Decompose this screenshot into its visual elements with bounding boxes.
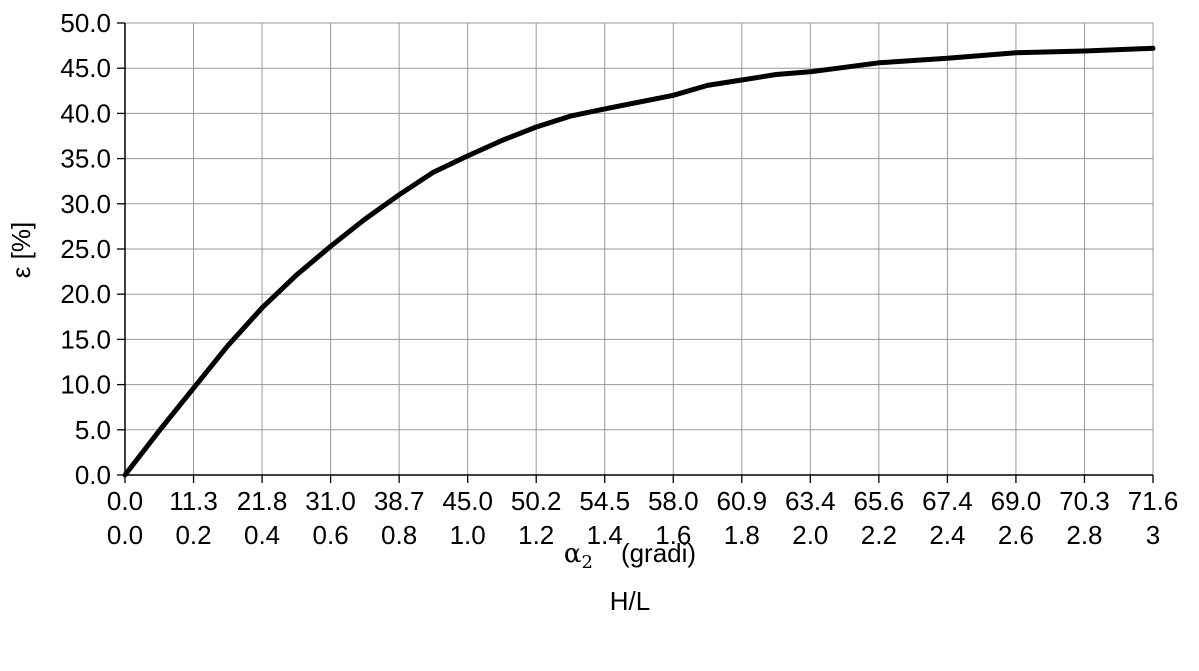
x-tick-label-angle: 70.3 xyxy=(1059,486,1110,516)
alpha-symbol: α xyxy=(564,539,582,569)
x-tick-label-ratio: 0.4 xyxy=(244,520,280,550)
x-tick-label-ratio: 1.6 xyxy=(655,520,691,550)
y-tick-labels: 0.0 5.0 10.0 15.0 20.0 25.0 30.0 35.0 40.0 45.0 50… xyxy=(60,8,111,490)
x-tick-label-angle: 50.2 xyxy=(511,486,562,516)
x-tick-label-ratio: 1.8 xyxy=(724,520,760,550)
grid-lines xyxy=(124,22,1154,476)
x-tick-label-ratio: 2.2 xyxy=(861,520,897,550)
y-tick-label: 25.0 xyxy=(60,234,111,264)
x-tick-label-ratio: 1.4 xyxy=(587,520,623,550)
y-tick-label: 35.0 xyxy=(60,144,111,174)
x-tick-label-angle: 21.8 xyxy=(237,486,288,516)
y-tick-label: 50.0 xyxy=(60,8,111,38)
x-tick-label-angle: 60.9 xyxy=(716,486,767,516)
x-tick-label-ratio: 2.8 xyxy=(1066,520,1102,550)
x-tick-label-angle: 45.0 xyxy=(442,486,493,516)
y-axis-title: ε [%] xyxy=(6,222,36,278)
y-tick-label: 30.0 xyxy=(60,189,111,219)
x-tick-label-angle: 0.0 xyxy=(107,486,143,516)
y-tick-label: 0.0 xyxy=(75,460,111,490)
x-axis-unit: (gradi) xyxy=(621,538,696,568)
y-tick-label: 10.0 xyxy=(60,370,111,400)
x-tick-label-angle: 31.0 xyxy=(305,486,356,516)
y-tick-label: 15.0 xyxy=(60,324,111,354)
x-tick-label-angle: 38.7 xyxy=(374,486,425,516)
x-tick-label-angle: 71.6 xyxy=(1128,486,1179,516)
plot-frame xyxy=(117,22,1154,483)
x-tick-label-ratio: 3 xyxy=(1146,520,1160,550)
x-tick-label-angle: 58.0 xyxy=(648,486,699,516)
x-tick-label-ratio: 2.0 xyxy=(792,520,828,550)
x-tick-label-ratio: 2.6 xyxy=(998,520,1034,550)
x-axis-title-angle: α2 (gradi) xyxy=(564,538,696,573)
x-tick-label-ratio: 0.2 xyxy=(175,520,211,550)
series-line xyxy=(122,45,1156,478)
x-tick-label-angle: 11.3 xyxy=(169,486,218,516)
x-tick-label-angle: 54.5 xyxy=(579,486,630,516)
x-tick-label-ratio: 0.0 xyxy=(107,520,143,550)
x-tick-label-angle: 67.4 xyxy=(922,486,973,516)
x-tick-label-ratio: 1.2 xyxy=(518,520,554,550)
x-tick-label-angle: 69.0 xyxy=(991,486,1042,516)
y-tick-label: 40.0 xyxy=(60,98,111,128)
y-tick-label: 5.0 xyxy=(75,415,111,445)
x-tick-labels: 0.00.011.30.221.80.431.00.638.70.845.01.… xyxy=(107,486,1178,550)
x-tick-label-ratio: 0.6 xyxy=(313,520,349,550)
y-tick-label: 20.0 xyxy=(60,279,111,309)
series-layer xyxy=(122,45,1156,478)
alpha-subscript: 2 xyxy=(581,552,592,573)
x-tick-label-ratio: 2.4 xyxy=(929,520,965,550)
x-axis-title-ratio: H/L xyxy=(610,586,650,616)
x-tick-label-angle: 63.4 xyxy=(785,486,836,516)
x-tick-label-angle: 65.6 xyxy=(854,486,905,516)
x-tick-label-ratio: 1.0 xyxy=(450,520,486,550)
y-tick-label: 45.0 xyxy=(60,53,111,83)
x-tick-label-ratio: 0.8 xyxy=(381,520,417,550)
